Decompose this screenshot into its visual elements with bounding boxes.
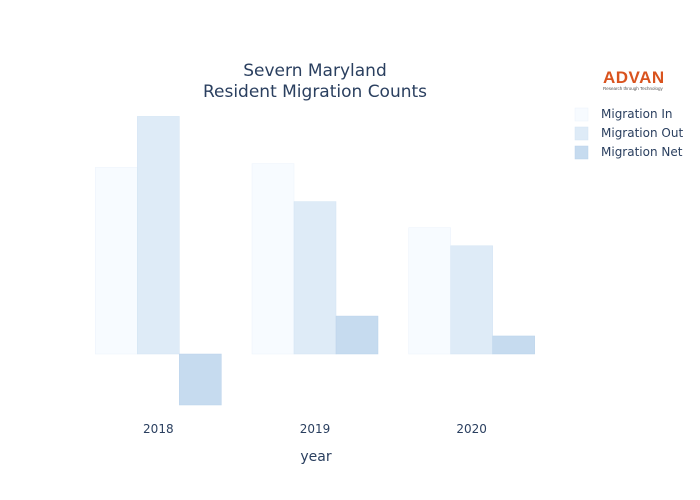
bar-migration-in-2018[interactable] [95, 167, 138, 355]
x-tick-label-2020: 2020 [456, 422, 487, 436]
legend-item-migration-net[interactable]: Migration Net [574, 145, 683, 160]
bar-migration-in-2020[interactable] [408, 227, 451, 355]
bar-layer [95, 116, 535, 406]
legend-swatch [574, 145, 589, 160]
bar-migration-net-2019[interactable] [335, 315, 379, 355]
legend-label: Migration Out [601, 126, 683, 140]
legend-swatch [574, 126, 589, 141]
chart-title-line-2: Resident Migration Counts [203, 82, 427, 102]
advan-logo: ADVAN Research through Technology [603, 68, 665, 91]
bar-migration-out-2019[interactable] [293, 201, 337, 355]
logo-tagline: Research through Technology [603, 86, 663, 91]
bar-migration-in-2019[interactable] [251, 163, 295, 355]
legend-label: Migration Net [601, 145, 683, 159]
legend-item-migration-out[interactable]: Migration Out [574, 126, 683, 141]
bar-migration-out-2018[interactable] [137, 116, 180, 355]
legend-item-migration-in[interactable]: Migration In [574, 107, 673, 122]
x-tick-label-2019: 2019 [300, 422, 331, 436]
logo-wordmark: ADVAN [603, 68, 665, 87]
legend[interactable]: Migration In Migration Out Migration Net [574, 107, 683, 160]
bar-migration-out-2020[interactable] [450, 245, 493, 355]
x-axis-title: year [300, 449, 331, 465]
x-tick-label-2018: 2018 [143, 422, 174, 436]
x-axis-ticks: 2018 2019 2020 [143, 422, 487, 436]
legend-label: Migration In [601, 107, 673, 121]
bar-migration-net-2020[interactable] [492, 335, 535, 355]
chart-title: Severn Maryland Resident Migration Count… [203, 61, 427, 102]
legend-swatch [574, 107, 589, 122]
bar-migration-net-2018[interactable] [179, 353, 222, 406]
chart-title-line-1: Severn Maryland [243, 61, 386, 81]
